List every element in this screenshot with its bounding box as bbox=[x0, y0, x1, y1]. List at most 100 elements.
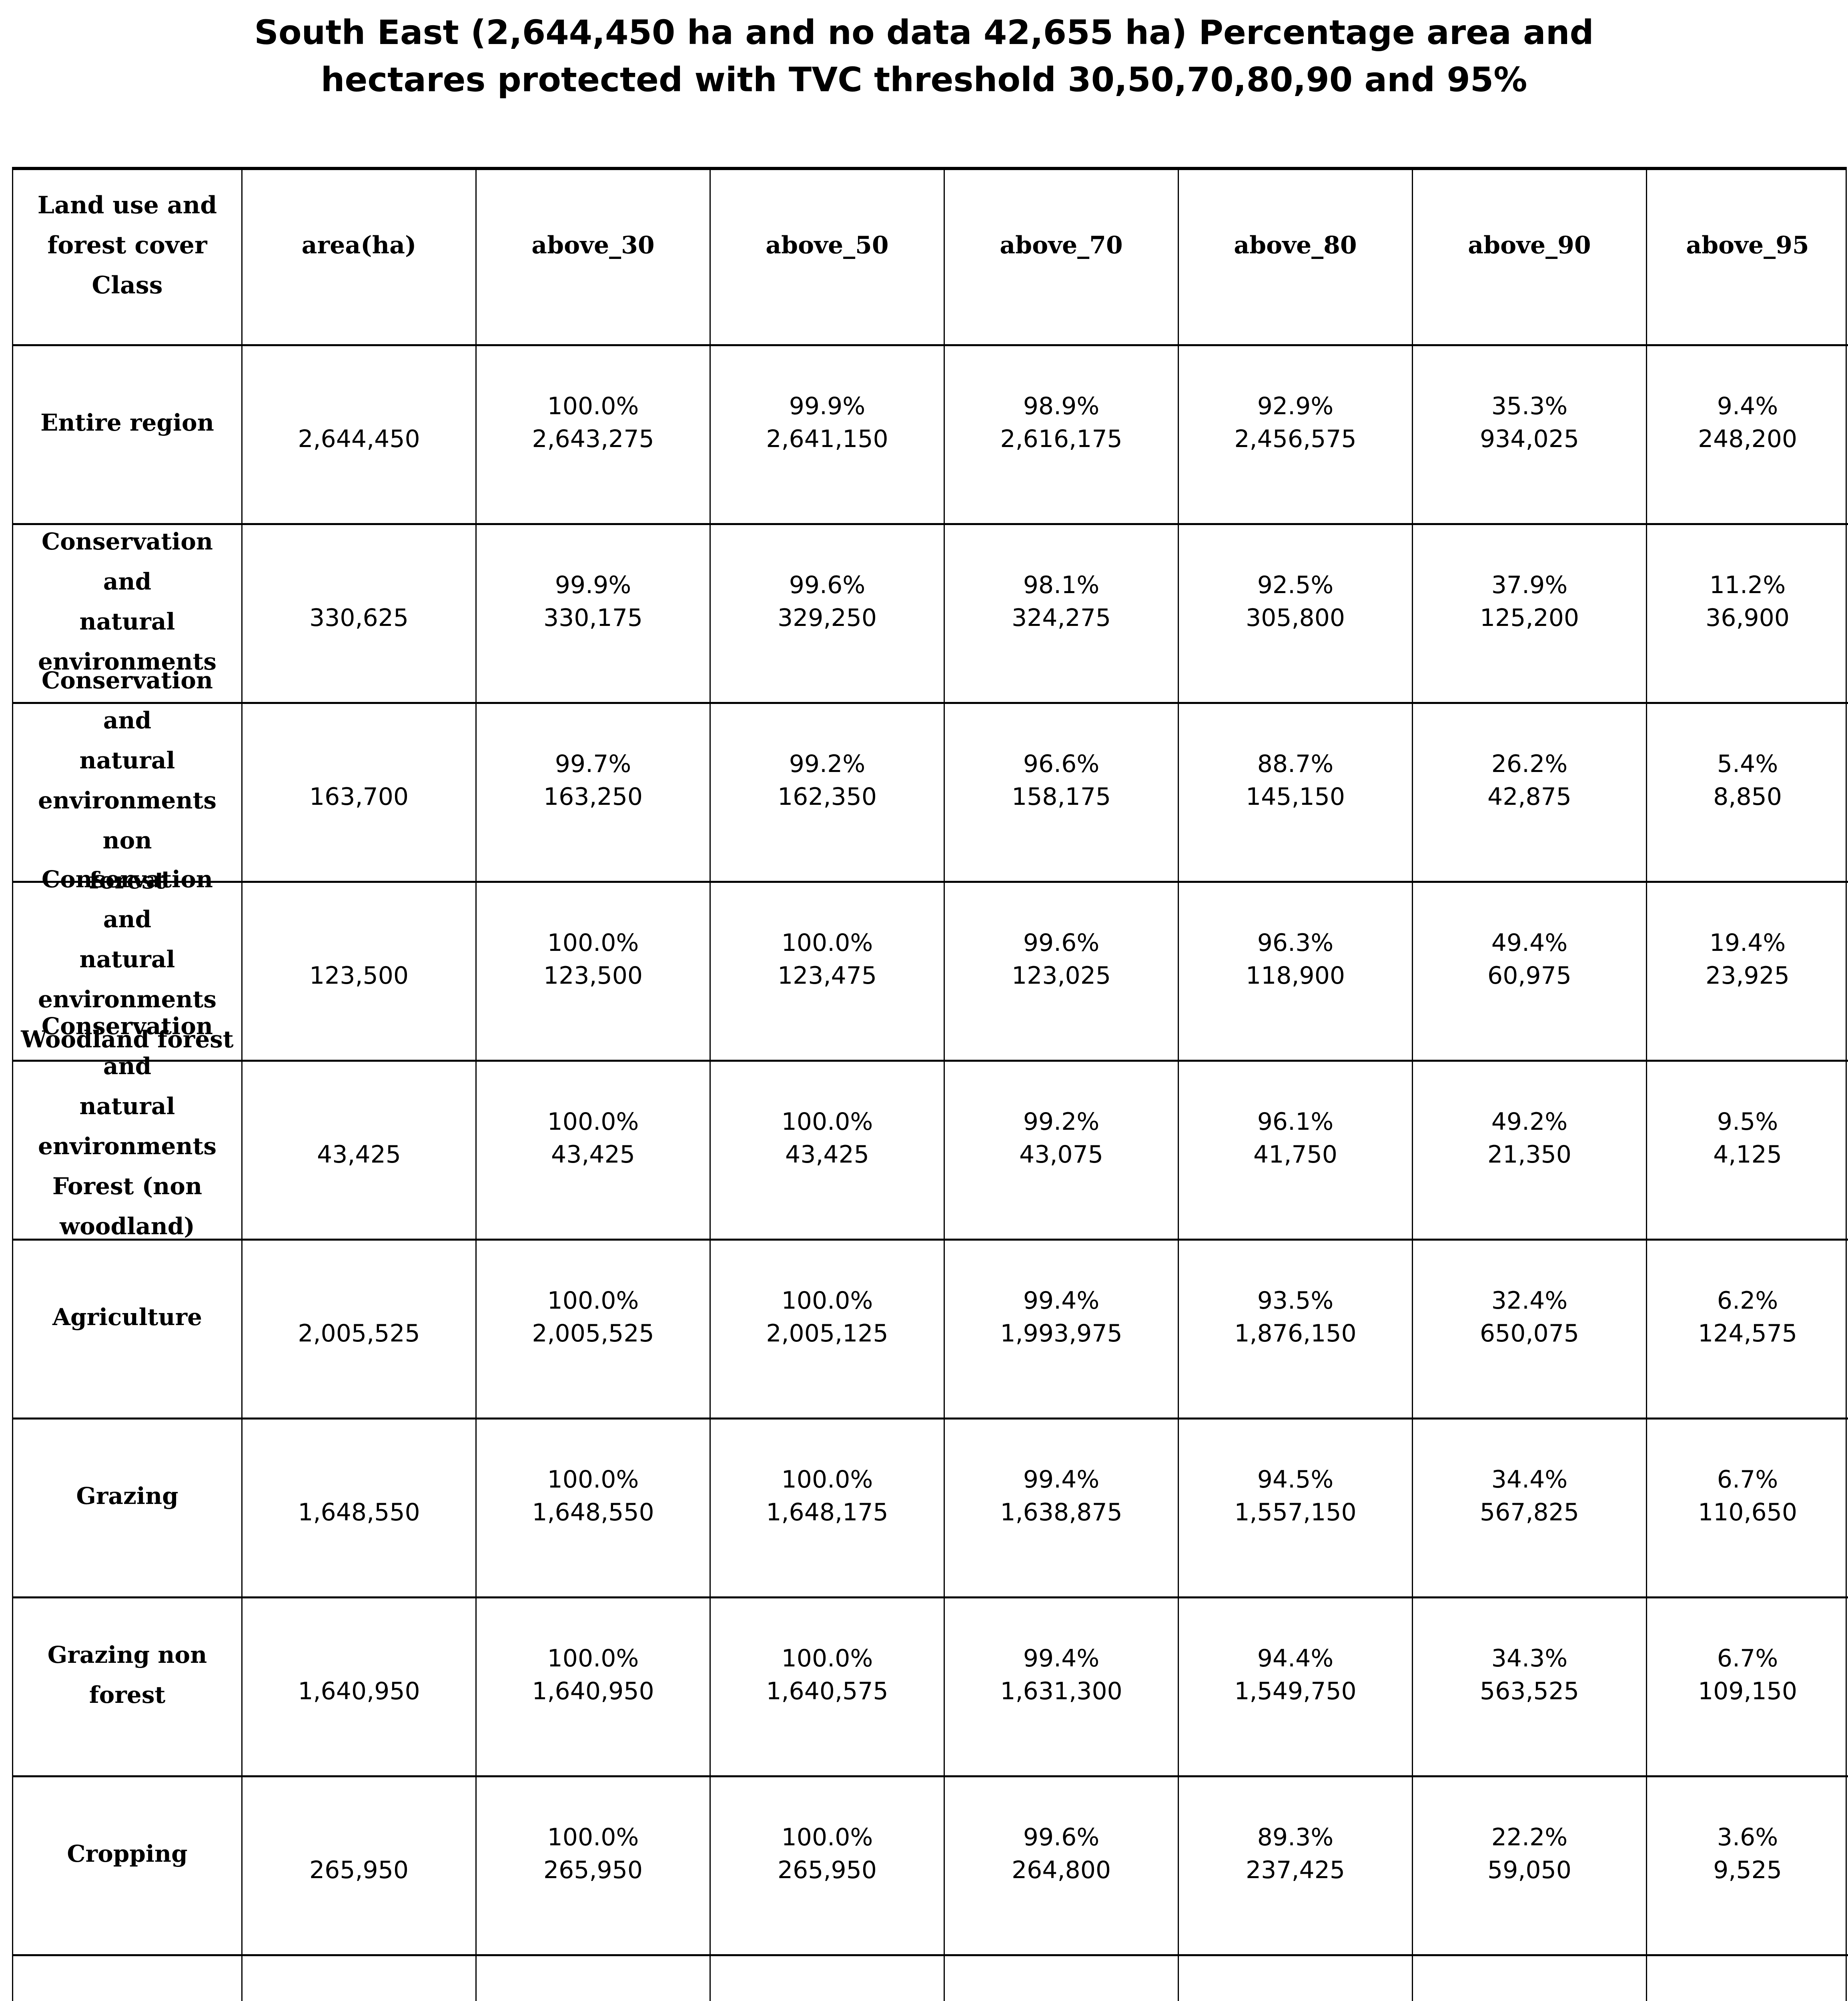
cell-percent: 88.7% bbox=[1257, 750, 1334, 778]
cell-percent: 93.5% bbox=[1257, 1287, 1334, 1315]
cell-hectares: 324,275 bbox=[1011, 604, 1111, 632]
table-cell: 100.0% 1,648,550 bbox=[475, 1418, 710, 1596]
table-row-label: Cropping bbox=[13, 1775, 241, 1954]
cell-percent: 100.0% bbox=[547, 1823, 639, 1851]
cell-hectares: 237,425 bbox=[1245, 1856, 1345, 1884]
cell-hectares: 43,075 bbox=[1019, 1141, 1103, 1169]
table-cell: 100.0% 265,950 bbox=[475, 1775, 710, 1954]
cell-hectares: 110,650 bbox=[1698, 1498, 1798, 1526]
cell-percent: 99.6% bbox=[1023, 1823, 1100, 1851]
table-cell: 6.7% 109,150 bbox=[1646, 1596, 1848, 1775]
cell-hectares: 123,025 bbox=[1011, 962, 1111, 990]
cell-hectares: 43,425 bbox=[785, 1141, 869, 1169]
table-cell-area: 1,640,950 bbox=[241, 1596, 475, 1775]
cell-hectares: 158,175 bbox=[1011, 783, 1111, 811]
column-header: above_80 bbox=[1178, 170, 1412, 344]
table-cell: 4.9%4,375 bbox=[1646, 1954, 1848, 2001]
table-cell: 34.4% 567,825 bbox=[1412, 1418, 1646, 1596]
column-header: area(ha) bbox=[241, 170, 475, 344]
table-row-label: Conservation and natural environments no… bbox=[13, 667, 241, 894]
cell-percent: 5.4% bbox=[1717, 750, 1778, 778]
table-cell: 37.9% 125,200 bbox=[1412, 523, 1646, 702]
cell-percent: 99.4% bbox=[1023, 1466, 1100, 1494]
column-header-text: above_70 bbox=[1000, 231, 1123, 259]
cell-hectares: 1,549,750 bbox=[1234, 1677, 1357, 1705]
table-cell: 89.9%80,450 bbox=[1178, 1954, 1412, 2001]
column-header-text: above_50 bbox=[766, 231, 889, 259]
cell-hectares: 650,075 bbox=[1479, 1319, 1579, 1347]
cell-hectares: 41,750 bbox=[1253, 1141, 1337, 1169]
area-value: 1,640,950 bbox=[298, 1677, 420, 1705]
cell-hectares: 118,900 bbox=[1245, 962, 1345, 990]
cell-hectares: 1,557,150 bbox=[1234, 1498, 1357, 1526]
cell-percent: 92.5% bbox=[1257, 571, 1334, 599]
data-table: Land use and forest cover Class area(ha) a… bbox=[12, 167, 1848, 2001]
cell-percent: 9.5% bbox=[1717, 1108, 1778, 1136]
cell-hectares: 2,005,525 bbox=[532, 1319, 654, 1347]
cell-hectares: 248,200 bbox=[1698, 425, 1798, 453]
cell-percent: 100.0% bbox=[547, 1287, 639, 1315]
cell-percent: 89.3% bbox=[1257, 1823, 1334, 1851]
table-cell: 99.2% 162,350 bbox=[710, 702, 944, 881]
cell-percent: 99.6% bbox=[1023, 929, 1100, 957]
cell-percent: 98.9% bbox=[1023, 392, 1100, 420]
table-cell: 11.2% 36,900 bbox=[1646, 523, 1848, 702]
table-cell: 6.2% 124,575 bbox=[1646, 1239, 1848, 1418]
cell-hectares: 264,800 bbox=[1011, 1856, 1111, 1884]
table-cell: 49.4% 60,975 bbox=[1412, 881, 1646, 1060]
cell-hectares: 265,950 bbox=[543, 1856, 643, 1884]
cell-hectares: 329,250 bbox=[777, 604, 877, 632]
cell-hectares: 124,575 bbox=[1698, 1319, 1798, 1347]
table-cell: 99.6% 329,250 bbox=[710, 523, 944, 702]
cell-percent: 100.0% bbox=[781, 929, 873, 957]
cell-percent: 99.9% bbox=[555, 571, 631, 599]
table-cell: 25.6%22,950 bbox=[1412, 1954, 1646, 2001]
table-cell: 3.6% 9,525 bbox=[1646, 1775, 1848, 1954]
column-header: above_90 bbox=[1412, 170, 1646, 344]
table-row-label: Irrigation bbox=[13, 1954, 241, 2001]
cell-percent: 6.7% bbox=[1717, 1466, 1778, 1494]
cell-percent: 100.0% bbox=[781, 1108, 873, 1136]
table-cell: 99.6% 264,800 bbox=[944, 1775, 1178, 1954]
table-cell: 89.3% 237,425 bbox=[1178, 1775, 1412, 1954]
cell-hectares: 567,825 bbox=[1479, 1498, 1579, 1526]
cell-hectares: 2,641,150 bbox=[766, 425, 888, 453]
column-header-text: above_95 bbox=[1686, 231, 1809, 259]
table-cell: 99.9% 330,175 bbox=[475, 523, 710, 702]
table-cell: 94.4% 1,549,750 bbox=[1178, 1596, 1412, 1775]
chart-title: South East (2,644,450 ha and no data 42,… bbox=[0, 9, 1848, 103]
cell-hectares: 123,475 bbox=[777, 962, 877, 990]
cell-percent: 96.6% bbox=[1023, 750, 1100, 778]
cell-hectares: 1,640,950 bbox=[532, 1677, 654, 1705]
row-label-text: Conservation and natural environments bbox=[38, 528, 217, 675]
cell-hectares: 563,525 bbox=[1479, 1677, 1579, 1705]
table-cell-area: 2,005,525 bbox=[241, 1239, 475, 1418]
table-cell: 19.4% 23,925 bbox=[1646, 881, 1848, 1060]
cell-percent: 99.4% bbox=[1023, 1287, 1100, 1315]
row-label-text: Conservation and natural environments Wo… bbox=[21, 866, 234, 1053]
table-cell: 94.5% 1,557,150 bbox=[1178, 1418, 1412, 1596]
cell-hectares: 43,425 bbox=[551, 1141, 635, 1169]
cell-percent: 26.2% bbox=[1491, 750, 1568, 778]
table-cell: 9.4% 248,200 bbox=[1646, 344, 1848, 523]
cell-hectares: 330,175 bbox=[543, 604, 643, 632]
cell-hectares: 2,616,175 bbox=[1000, 425, 1122, 453]
cell-hectares: 9,525 bbox=[1713, 1856, 1782, 1884]
table-cell-area: 43,425 bbox=[241, 1060, 475, 1239]
table-cell-area: 330,625 bbox=[241, 523, 475, 702]
table-cell: 26.2% 42,875 bbox=[1412, 702, 1646, 881]
cell-percent: 3.6% bbox=[1717, 1823, 1778, 1851]
table-cell: 100.0% 43,425 bbox=[475, 1060, 710, 1239]
cell-percent: 32.4% bbox=[1491, 1287, 1568, 1315]
area-value: 2,644,450 bbox=[298, 425, 420, 453]
cell-hectares: 60,975 bbox=[1487, 962, 1571, 990]
cell-hectares: 1,640,575 bbox=[766, 1677, 888, 1705]
table-cell: 99.3%88,825 bbox=[944, 1954, 1178, 2001]
cell-percent: 92.9% bbox=[1257, 392, 1334, 420]
table-row-label: Entire region bbox=[13, 344, 241, 523]
cell-percent: 100.0% bbox=[547, 1108, 639, 1136]
cell-percent: 99.2% bbox=[1023, 1108, 1100, 1136]
cell-hectares: 23,925 bbox=[1706, 962, 1790, 990]
cell-hectares: 2,643,275 bbox=[532, 425, 654, 453]
cell-hectares: 305,800 bbox=[1245, 604, 1345, 632]
